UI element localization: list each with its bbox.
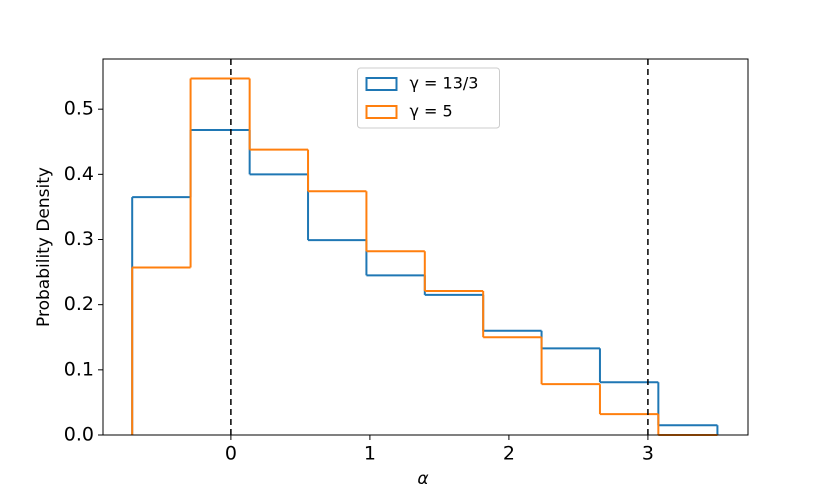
legend-label: γ = 5 bbox=[410, 102, 453, 121]
x-tick-label: 1 bbox=[364, 443, 376, 465]
legend-swatch bbox=[365, 105, 398, 119]
legend-label: γ = 13/3 bbox=[410, 74, 479, 93]
legend-box bbox=[357, 67, 500, 129]
y-tick-label: 0.2 bbox=[64, 293, 94, 315]
x-tick-label: 3 bbox=[642, 443, 654, 465]
plot-frame bbox=[102, 58, 749, 436]
legend-swatch bbox=[365, 77, 398, 91]
y-tick-label: 0.4 bbox=[64, 163, 94, 185]
y-tick-label: 0.3 bbox=[64, 228, 94, 250]
y-axis-label: Probability Density bbox=[34, 167, 54, 327]
y-tick-label: 0.1 bbox=[64, 358, 94, 380]
y-tick-label: 0.5 bbox=[64, 98, 94, 120]
x-axis-label: α bbox=[417, 469, 428, 489]
x-tick-label: 2 bbox=[503, 443, 515, 465]
x-tick-label: 0 bbox=[225, 443, 237, 465]
y-tick-label: 0.0 bbox=[64, 424, 94, 446]
